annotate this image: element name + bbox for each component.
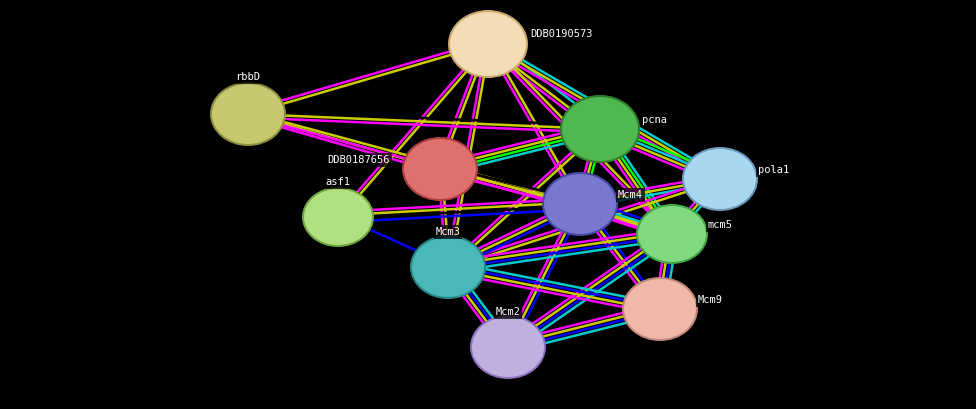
Ellipse shape — [544, 174, 616, 234]
Ellipse shape — [622, 277, 698, 341]
Ellipse shape — [450, 12, 526, 76]
Text: asf1: asf1 — [326, 177, 350, 187]
Text: DDB0187656: DDB0187656 — [328, 155, 390, 165]
Text: pola1: pola1 — [758, 165, 790, 175]
Text: Mcm2: Mcm2 — [496, 307, 520, 317]
Ellipse shape — [682, 147, 758, 211]
Ellipse shape — [562, 97, 638, 161]
Ellipse shape — [210, 82, 286, 146]
Text: Mcm9: Mcm9 — [698, 295, 723, 305]
Ellipse shape — [404, 139, 476, 199]
Text: DDB0190573: DDB0190573 — [530, 29, 592, 39]
Ellipse shape — [542, 172, 618, 236]
Ellipse shape — [560, 95, 640, 163]
Ellipse shape — [636, 204, 708, 264]
Ellipse shape — [304, 189, 372, 245]
Ellipse shape — [212, 84, 284, 144]
Text: mcm5: mcm5 — [708, 220, 733, 230]
Ellipse shape — [472, 317, 544, 377]
Ellipse shape — [302, 187, 374, 247]
Ellipse shape — [448, 10, 528, 78]
Ellipse shape — [638, 206, 706, 262]
Ellipse shape — [412, 237, 484, 297]
Text: Mcm4: Mcm4 — [618, 190, 643, 200]
Text: pcna: pcna — [642, 115, 667, 125]
Text: rbbD: rbbD — [235, 72, 261, 82]
Ellipse shape — [410, 235, 486, 299]
Text: Mcm3: Mcm3 — [435, 227, 461, 237]
Ellipse shape — [684, 149, 756, 209]
Ellipse shape — [470, 315, 546, 379]
Ellipse shape — [402, 137, 478, 201]
Ellipse shape — [624, 279, 696, 339]
